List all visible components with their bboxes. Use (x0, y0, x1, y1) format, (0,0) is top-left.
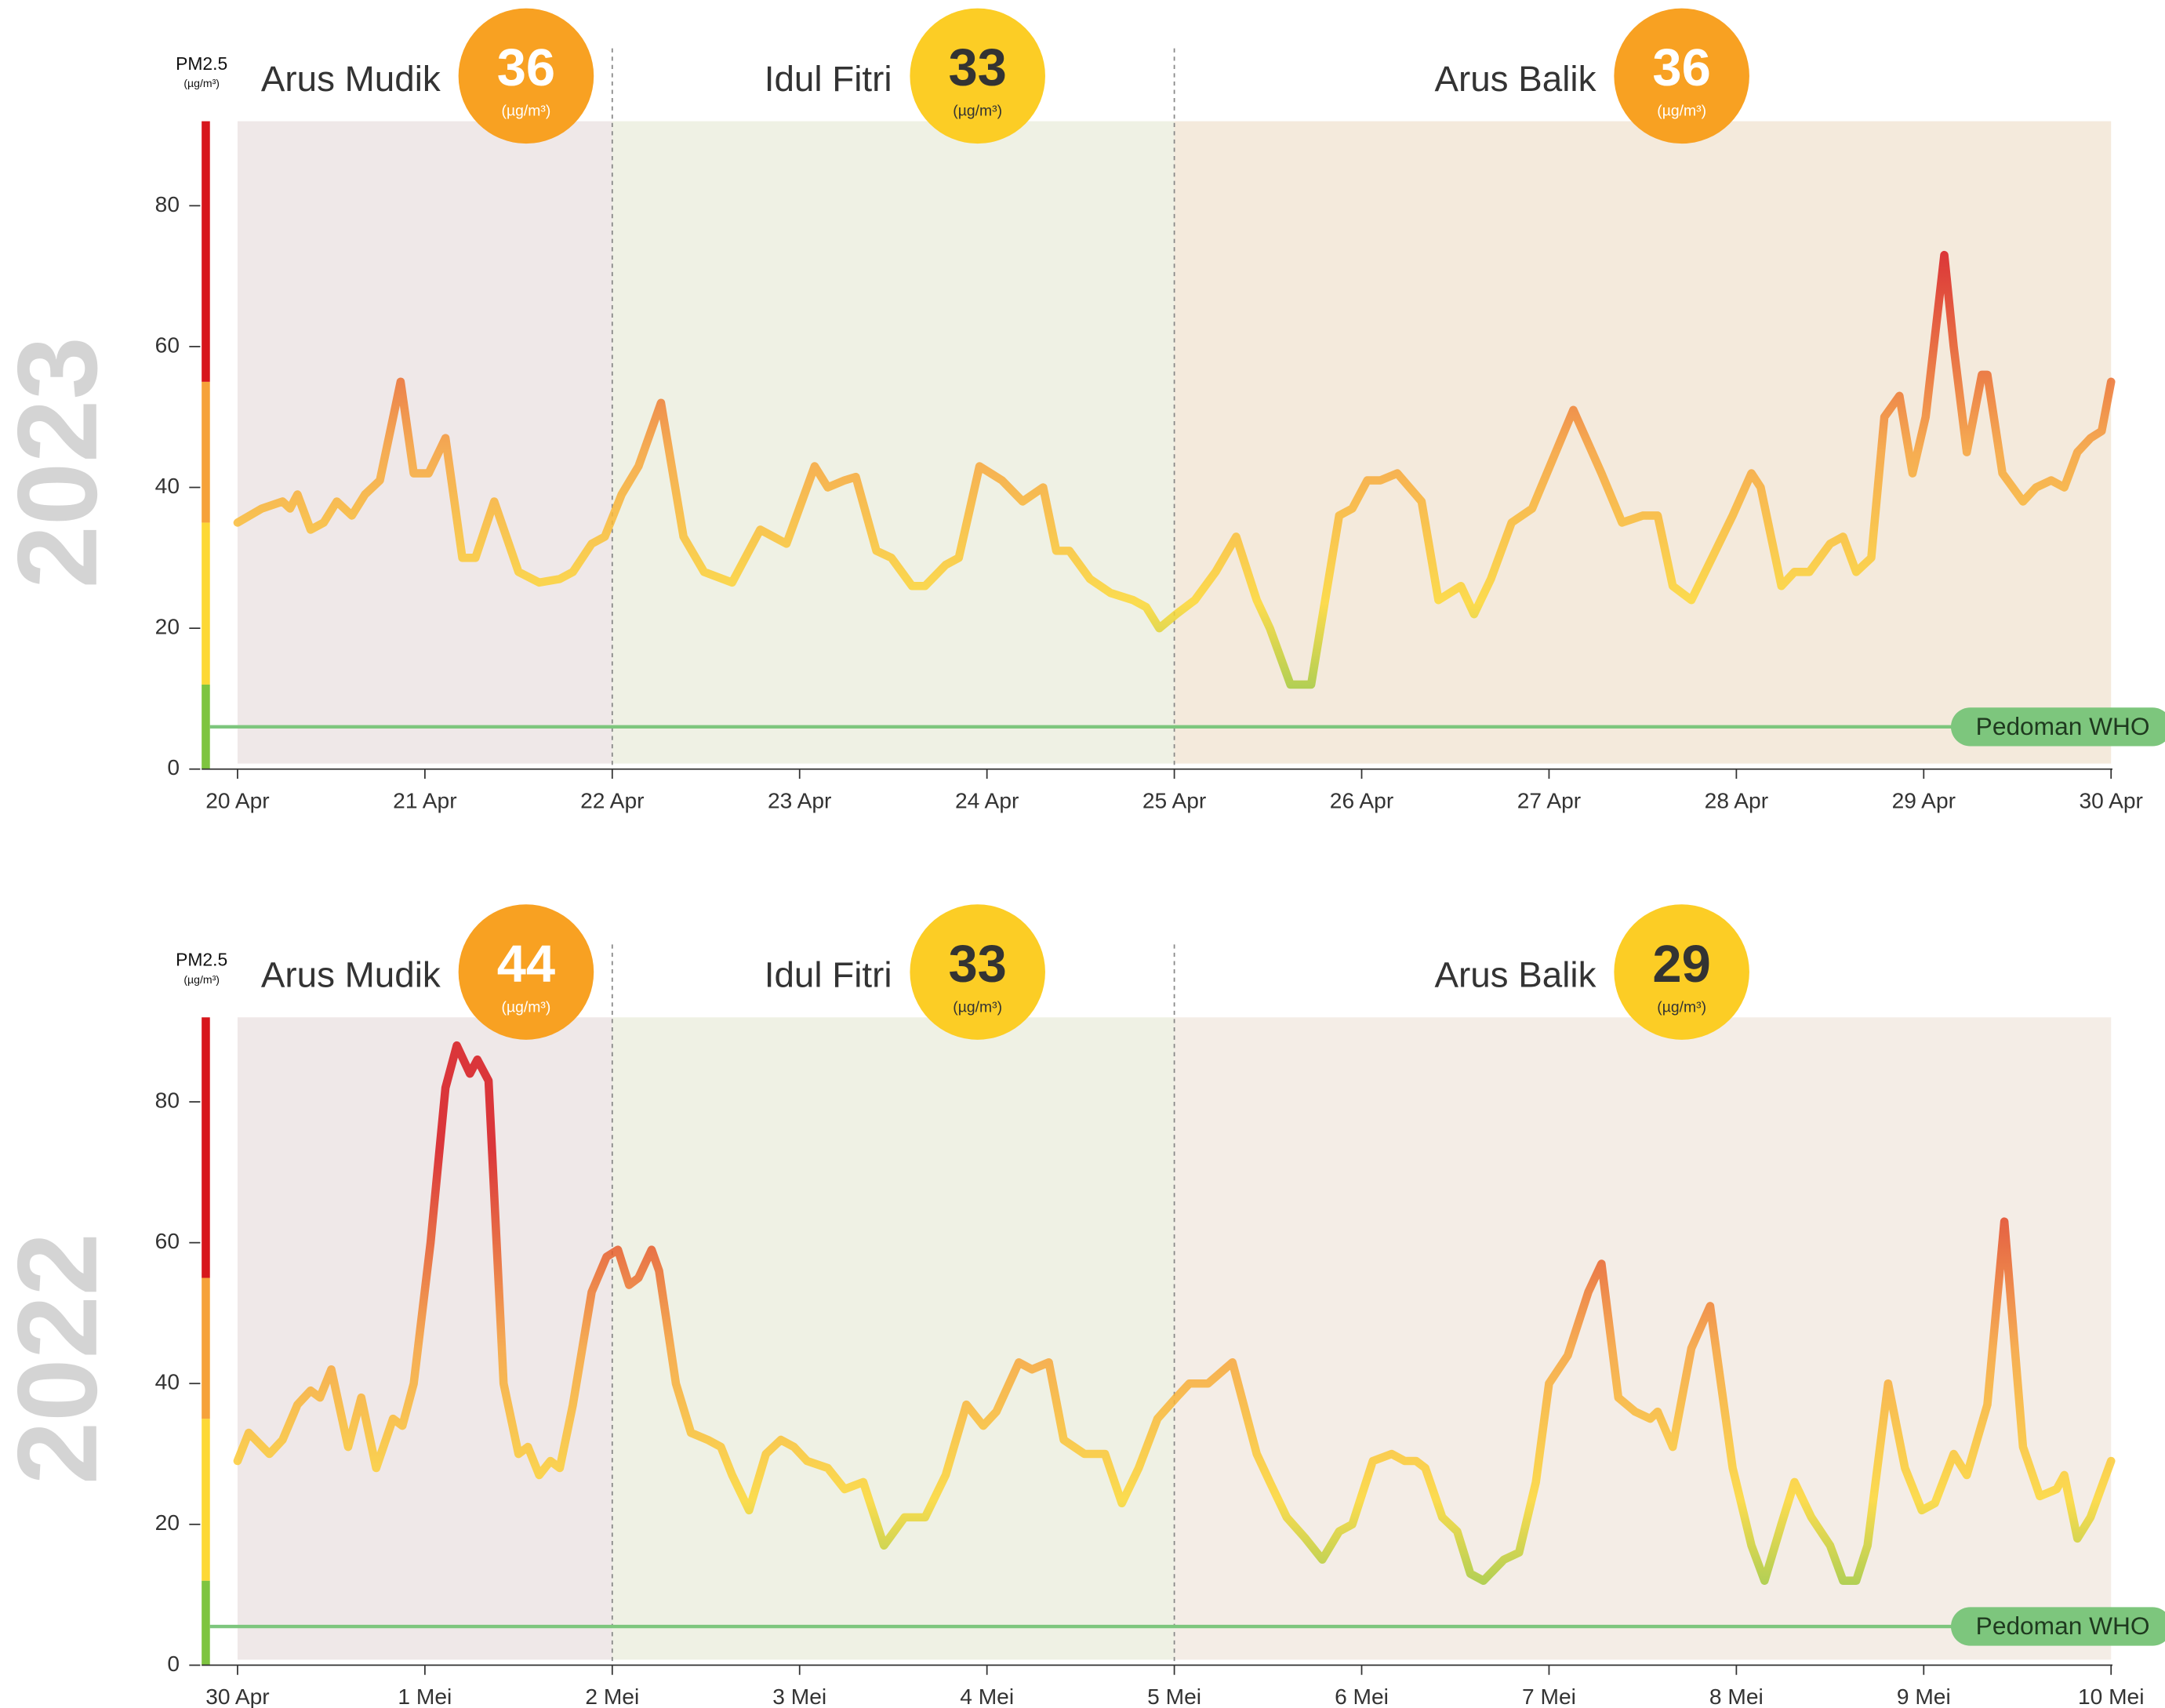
x-tick-label: 30 Apr (2080, 787, 2143, 812)
y-axis-label: PM2.5 (176, 53, 227, 74)
x-tick-label: 8 Mei (1709, 1684, 1764, 1708)
x-tick-label: 24 Apr (955, 787, 1019, 812)
y-tick-label: 20 (155, 614, 180, 639)
period-badge (910, 8, 1045, 144)
x-tick-label: 22 Apr (580, 787, 644, 812)
y-tick-label: 40 (155, 1369, 180, 1394)
period-unit: (µg/m³) (953, 103, 1002, 120)
y-tick-label: 40 (155, 473, 180, 498)
period-unit: (µg/m³) (1657, 103, 1706, 120)
y-axis-unit: (µg/m³) (183, 973, 220, 986)
y-tick-label: 0 (167, 1651, 180, 1676)
pm25-line (233, 250, 2116, 689)
x-tick-label: 20 Apr (205, 787, 269, 812)
y-tick-label: 60 (155, 1228, 180, 1253)
y-tick-label: 0 (167, 754, 180, 780)
period-unit: (µg/m³) (953, 998, 1002, 1016)
x-tick-label: 29 Apr (1892, 787, 1956, 812)
period-shade (237, 121, 612, 764)
period-name: Idul Fitri (765, 59, 892, 99)
x-tick-label: 2 Mei (585, 1684, 639, 1708)
aqi-band (202, 1017, 210, 1278)
aqi-band (202, 684, 210, 769)
x-tick-label: 26 Apr (1330, 787, 1393, 812)
pm25-line (233, 1041, 2116, 1585)
x-tick-label: 10 Mei (2078, 1684, 2145, 1708)
y-tick-label: 80 (155, 1087, 180, 1112)
x-tick-label: 27 Apr (1517, 787, 1581, 812)
period-name: Arus Balik (1434, 59, 1596, 99)
x-tick-label: 28 Apr (1705, 787, 1768, 812)
aqi-band (202, 522, 210, 685)
x-tick-label: 25 Apr (1142, 787, 1206, 812)
y-tick-label: 20 (155, 1510, 180, 1535)
aqi-band (202, 121, 210, 382)
who-label: Pedoman WHO (1976, 712, 2150, 740)
aqi-band (202, 1277, 210, 1419)
period-shade (1174, 1017, 2112, 1660)
period-badge (1614, 904, 1749, 1040)
x-tick-label: 5 Mei (1147, 1684, 1201, 1708)
year-label: 2023 (0, 336, 121, 588)
period-value: 33 (948, 935, 1006, 994)
period-name: Arus Balik (1434, 955, 1596, 995)
period-badge (910, 904, 1045, 1040)
period-value: 36 (1652, 38, 1710, 97)
y-axis-label: PM2.5 (176, 950, 227, 970)
y-tick-label: 60 (155, 332, 180, 357)
y-tick-label: 80 (155, 191, 180, 216)
period-name: Idul Fitri (765, 955, 892, 995)
period-shade (612, 1017, 1175, 1660)
period-unit: (µg/m³) (1657, 998, 1706, 1016)
aqi-band (202, 1419, 210, 1581)
who-pill (1950, 707, 2165, 747)
x-tick-label: 30 Apr (205, 1684, 269, 1708)
period-name: Arus Mudik (261, 955, 441, 995)
x-tick-label: 21 Apr (393, 787, 456, 812)
x-tick-label: 1 Mei (398, 1684, 452, 1708)
who-label: Pedoman WHO (1976, 1612, 2150, 1640)
period-badge (1614, 8, 1749, 144)
y-axis-unit: (µg/m³) (183, 77, 220, 89)
period-name: Arus Mudik (261, 59, 441, 99)
year-label: 2022 (0, 1233, 121, 1485)
who-pill (1950, 1607, 2165, 1646)
aqi-band (202, 381, 210, 523)
period-value: 44 (497, 935, 555, 994)
x-tick-label: 6 Mei (1335, 1684, 1389, 1708)
period-badge (458, 904, 594, 1040)
period-shade (612, 121, 1175, 764)
x-tick-label: 7 Mei (1522, 1684, 1576, 1708)
period-unit: (µg/m³) (502, 103, 551, 120)
period-unit: (µg/m³) (502, 998, 551, 1016)
x-tick-label: 4 Mei (960, 1684, 1014, 1708)
aqi-band (202, 1580, 210, 1666)
period-value: 29 (1652, 935, 1710, 994)
period-badge (458, 8, 594, 144)
period-value: 33 (948, 38, 1006, 97)
period-shade (1174, 121, 2112, 764)
period-value: 36 (497, 38, 555, 97)
x-tick-label: 9 Mei (1897, 1684, 1951, 1708)
period-shade (237, 1017, 612, 1660)
x-tick-label: 23 Apr (768, 787, 831, 812)
x-tick-label: 3 Mei (772, 1684, 826, 1708)
